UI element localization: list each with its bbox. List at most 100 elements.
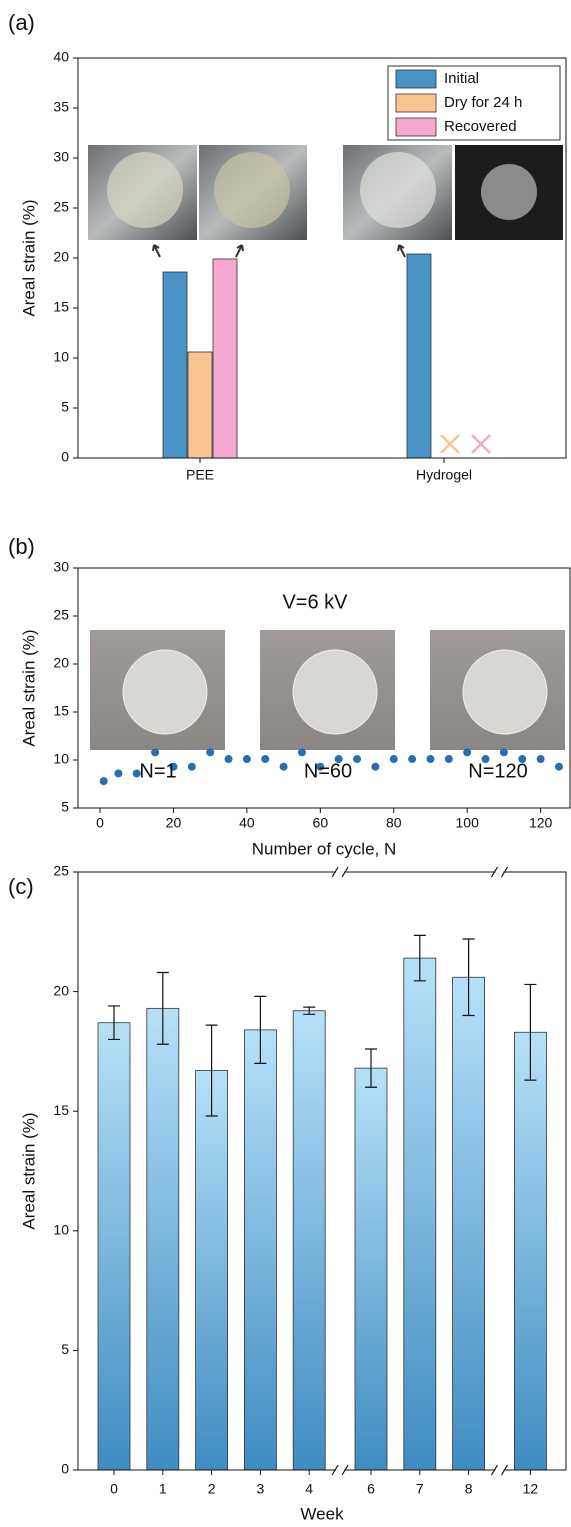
point bbox=[353, 755, 362, 764]
bar bbox=[514, 1031, 547, 1471]
x-tick-label: 60 bbox=[313, 815, 329, 831]
axis-break-gap bbox=[495, 870, 504, 874]
error-bar bbox=[205, 1024, 218, 1117]
legend-swatch bbox=[395, 69, 437, 89]
axis-break bbox=[490, 1464, 509, 1476]
error-bar-line bbox=[462, 938, 475, 1017]
plot-frame bbox=[77, 57, 567, 459]
point bbox=[187, 762, 196, 771]
point bbox=[499, 748, 508, 757]
annotation: N=60 bbox=[304, 760, 352, 782]
error-bar bbox=[254, 995, 267, 1064]
annotation: N=1 bbox=[139, 760, 176, 782]
point bbox=[297, 748, 306, 757]
x-tick-label: 0 bbox=[96, 815, 104, 831]
y-tick-label: 25 bbox=[53, 863, 69, 879]
point bbox=[408, 755, 417, 764]
annotation: V=6 kV bbox=[282, 591, 348, 613]
arrow bbox=[397, 244, 406, 258]
y-tick-label: 15 bbox=[53, 299, 69, 315]
y-tick-label: 0 bbox=[61, 1461, 69, 1477]
legend-label: Recovered bbox=[444, 118, 517, 135]
error-bar-line bbox=[365, 1048, 377, 1088]
point bbox=[279, 762, 288, 771]
photos-a bbox=[88, 145, 563, 258]
plot-frame bbox=[77, 567, 571, 809]
y-axis-label: Areal strain (%) bbox=[19, 629, 38, 746]
axis-break-gap bbox=[336, 870, 345, 874]
point bbox=[334, 755, 343, 764]
x-tick-label: 80 bbox=[386, 815, 402, 831]
y-tick-label: 20 bbox=[53, 249, 69, 265]
point bbox=[261, 755, 270, 764]
plot-area bbox=[99, 748, 563, 786]
point bbox=[426, 755, 435, 764]
error-bar bbox=[524, 983, 537, 1081]
legend-label: Initial bbox=[444, 70, 479, 87]
y-tick-label: 30 bbox=[53, 559, 69, 575]
error-bar-line bbox=[254, 995, 267, 1064]
y-tick-label: 10 bbox=[53, 1222, 69, 1238]
x-tick-label: 120 bbox=[529, 815, 553, 831]
error-bar-line bbox=[524, 983, 537, 1081]
bar bbox=[292, 1010, 326, 1471]
point bbox=[206, 748, 215, 757]
photo-drop bbox=[360, 152, 436, 228]
point bbox=[242, 755, 251, 764]
bar bbox=[162, 271, 188, 459]
point bbox=[463, 748, 472, 757]
y-tick-label: 20 bbox=[53, 982, 69, 998]
bar bbox=[452, 976, 486, 1471]
annotation: N=120 bbox=[468, 760, 528, 782]
x-tick-label: 20 bbox=[166, 815, 182, 831]
x-tick-label: 0 bbox=[110, 1481, 118, 1497]
axis-break bbox=[490, 866, 509, 878]
arrow bbox=[235, 244, 244, 258]
panel-label: (a) bbox=[8, 10, 35, 35]
point bbox=[536, 755, 545, 764]
y-tick-label: 15 bbox=[53, 703, 69, 719]
y-axis-label: Areal strain (%) bbox=[19, 199, 38, 316]
error-bar-line bbox=[303, 1006, 316, 1015]
plot-area bbox=[97, 934, 547, 1471]
y-tick-label: 5 bbox=[61, 1341, 69, 1357]
y-tick-label: 25 bbox=[53, 199, 69, 215]
y-tick-label: 10 bbox=[53, 751, 69, 767]
x-axis-label: Number of cycle, N bbox=[252, 839, 397, 858]
point bbox=[114, 769, 123, 778]
x-tick-label: Hydrogel bbox=[416, 467, 472, 483]
error-bar bbox=[462, 938, 475, 1017]
y-tick-label: 40 bbox=[53, 49, 69, 65]
axis-break bbox=[331, 1464, 349, 1476]
missing-marker bbox=[471, 434, 491, 454]
error-bar bbox=[156, 971, 169, 1045]
axis-break bbox=[331, 866, 349, 878]
x-tick-label: 2 bbox=[208, 1481, 216, 1497]
x-tick-label: 100 bbox=[456, 815, 480, 831]
x-tick-label: PEE bbox=[186, 467, 214, 483]
y-tick-label: 5 bbox=[61, 799, 69, 815]
point bbox=[132, 769, 141, 778]
bar bbox=[406, 253, 432, 459]
y-tick-label: 20 bbox=[53, 655, 69, 671]
x-tick-label: 7 bbox=[416, 1481, 424, 1497]
bar bbox=[195, 1070, 229, 1471]
y-tick-label: 35 bbox=[53, 99, 69, 115]
axis-break-gap bbox=[495, 1468, 504, 1472]
missing-marker bbox=[440, 434, 460, 454]
point bbox=[224, 755, 233, 764]
x-axis-label: Week bbox=[300, 1504, 344, 1523]
point bbox=[99, 777, 108, 786]
point bbox=[316, 762, 325, 771]
legend-swatch bbox=[395, 93, 437, 113]
x-tick-label: 12 bbox=[523, 1481, 539, 1497]
point bbox=[481, 755, 490, 764]
error-bar bbox=[413, 934, 426, 982]
x-tick-label: 8 bbox=[465, 1481, 473, 1497]
error-bar-line bbox=[205, 1024, 218, 1117]
x-tick-label: 40 bbox=[239, 815, 255, 831]
x-tick-label: 6 bbox=[367, 1481, 375, 1497]
x-tick-label: 1 bbox=[159, 1481, 167, 1497]
y-tick-label: 5 bbox=[61, 399, 69, 415]
error-bar-line bbox=[108, 1005, 120, 1041]
